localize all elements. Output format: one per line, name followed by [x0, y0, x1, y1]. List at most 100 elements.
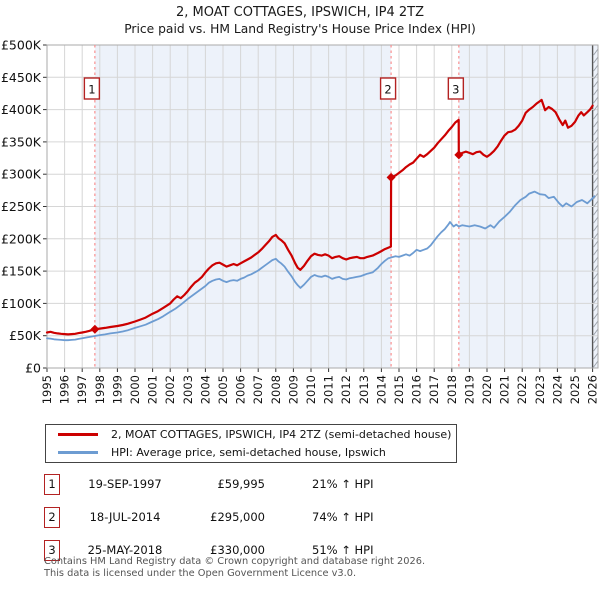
x-axis-label: 1995 — [40, 375, 54, 404]
future-hatch — [593, 304, 599, 312]
x-axis-label: 2012 — [339, 375, 353, 404]
future-hatch — [593, 168, 599, 176]
future-hatch — [593, 128, 599, 136]
sale-number: 2 — [384, 83, 391, 97]
future-hatch — [593, 328, 599, 336]
future-hatch — [593, 336, 599, 344]
future-hatch — [593, 200, 599, 208]
transaction-row: 3 25-MAY-2018 £330,000 51% ↑ HPI — [0, 540, 600, 564]
future-hatch — [593, 264, 599, 272]
y-axis-label: £350K — [1, 134, 42, 149]
x-axis-label: 2013 — [357, 375, 371, 404]
future-hatch — [593, 208, 599, 216]
transaction-hpi-delta: 21% ↑ HPI — [312, 477, 374, 491]
transaction-date: 19-SEP-1997 — [88, 477, 162, 491]
hpi-line — [46, 190, 596, 342]
future-hatch — [593, 344, 599, 352]
x-axis-label: 2003 — [181, 375, 195, 404]
future-hatch — [593, 216, 599, 224]
future-hatch — [593, 88, 599, 96]
future-hatch — [593, 280, 599, 288]
x-axis-label: 2001 — [146, 375, 160, 404]
legend: 2, MOAT COTTAGES, IPSWICH, IP4 2TZ (semi… — [45, 424, 457, 463]
x-axis-label: 1997 — [75, 375, 89, 404]
legend-row-hpi: HPI: Average price, semi-detached house,… — [46, 444, 456, 460]
x-axis-label: 2017 — [427, 375, 441, 404]
future-hatch — [593, 176, 599, 184]
y-axis-label: £300K — [1, 167, 42, 182]
transaction-number-badge: 3 — [44, 540, 60, 561]
future-hatch — [593, 112, 599, 120]
transaction-hpi-delta: 51% ↑ HPI — [312, 543, 374, 557]
x-axis-label: 1998 — [93, 375, 107, 404]
x-axis-label: 2022 — [515, 375, 529, 404]
future-hatch — [593, 56, 599, 64]
sale-marker — [386, 172, 396, 182]
future-hatch — [593, 352, 599, 360]
future-hatch — [593, 72, 599, 80]
future-hatch — [593, 152, 599, 160]
sale-marker — [454, 150, 464, 160]
transaction-price: £295,000 — [210, 510, 265, 524]
y-axis-label: £450K — [1, 70, 42, 85]
transaction-date: 25-MAY-2018 — [87, 543, 163, 557]
future-hatch — [593, 360, 599, 368]
future-hatch — [593, 184, 599, 192]
future-hatch — [593, 232, 599, 240]
transaction-date: 18-JUL-2014 — [89, 510, 161, 524]
future-hatch — [593, 240, 599, 248]
future-hatch — [593, 224, 599, 232]
x-axis-label: 2023 — [533, 375, 547, 404]
chart-title: 2, MOAT COTTAGES, IPSWICH, IP4 2TZ — [175, 5, 425, 20]
x-axis-label: 2026 — [586, 375, 600, 404]
transaction-price: £330,000 — [210, 543, 265, 557]
x-axis-label: 2000 — [128, 375, 142, 404]
future-hatch — [593, 120, 599, 128]
transaction-row: 1 19-SEP-1997 £59,995 21% ↑ HPI — [0, 474, 600, 498]
license-footer: Contains HM Land Registry data © Crown c… — [44, 556, 596, 579]
future-hatch — [593, 256, 599, 264]
price-chart: 1995 1996 1997 1998 1999 2000 2001 2002 2003 2004… — [1, 38, 600, 405]
future-hatch — [593, 104, 599, 112]
x-axis-label: 2005 — [216, 375, 230, 404]
sale-number: 3 — [452, 83, 459, 97]
x-axis-label: 2020 — [480, 375, 494, 404]
y-axis-label: £0 — [25, 361, 41, 376]
future-hatch — [593, 48, 599, 56]
y-axis-label: £100K — [1, 296, 42, 311]
transaction-hpi-delta: 74% ↑ HPI — [312, 510, 374, 524]
future-hatch — [593, 272, 599, 280]
y-axis-label: £400K — [1, 102, 42, 117]
future-hatch — [593, 296, 599, 304]
x-axis-label: 2025 — [568, 375, 582, 404]
y-axis-label: £250K — [1, 199, 42, 214]
x-axis-label: 2004 — [198, 375, 212, 404]
chart-subtitle: Price paid vs. HM Land Registry's House … — [124, 22, 476, 36]
footer-line-1: Contains HM Land Registry data © Crown c… — [44, 556, 426, 567]
sale-number-box — [447, 77, 465, 100]
future-hatch — [593, 312, 599, 320]
x-axis-label: 2015 — [392, 375, 406, 404]
x-axis-label: 2007 — [251, 375, 265, 404]
x-axis-label: 2010 — [304, 375, 318, 404]
x-axis-label: 1996 — [58, 375, 72, 404]
sale-marker — [90, 324, 100, 334]
transaction-price: £59,995 — [217, 477, 265, 491]
x-axis-label: 1999 — [110, 375, 124, 404]
x-axis-label: 2018 — [445, 375, 459, 404]
y-axis-label: £200K — [1, 231, 42, 246]
future-hatch — [593, 96, 599, 104]
x-axis-label: 2008 — [269, 375, 283, 404]
legend-label-hpi: HPI: Average price, semi-detached house,… — [111, 445, 386, 459]
legend-row-property: 2, MOAT COTTAGES, IPSWICH, IP4 2TZ (semi… — [46, 427, 456, 443]
future-hatch — [593, 288, 599, 296]
legend-swatch-property — [58, 433, 98, 437]
y-axis-label: £50K — [9, 328, 42, 343]
x-axis-label: 2016 — [410, 375, 424, 404]
sale-number-box — [379, 77, 397, 100]
future-hatch — [593, 160, 599, 168]
legend-swatch-hpi — [58, 450, 98, 454]
future-hatch — [593, 192, 599, 200]
sale-number-box — [83, 77, 101, 100]
